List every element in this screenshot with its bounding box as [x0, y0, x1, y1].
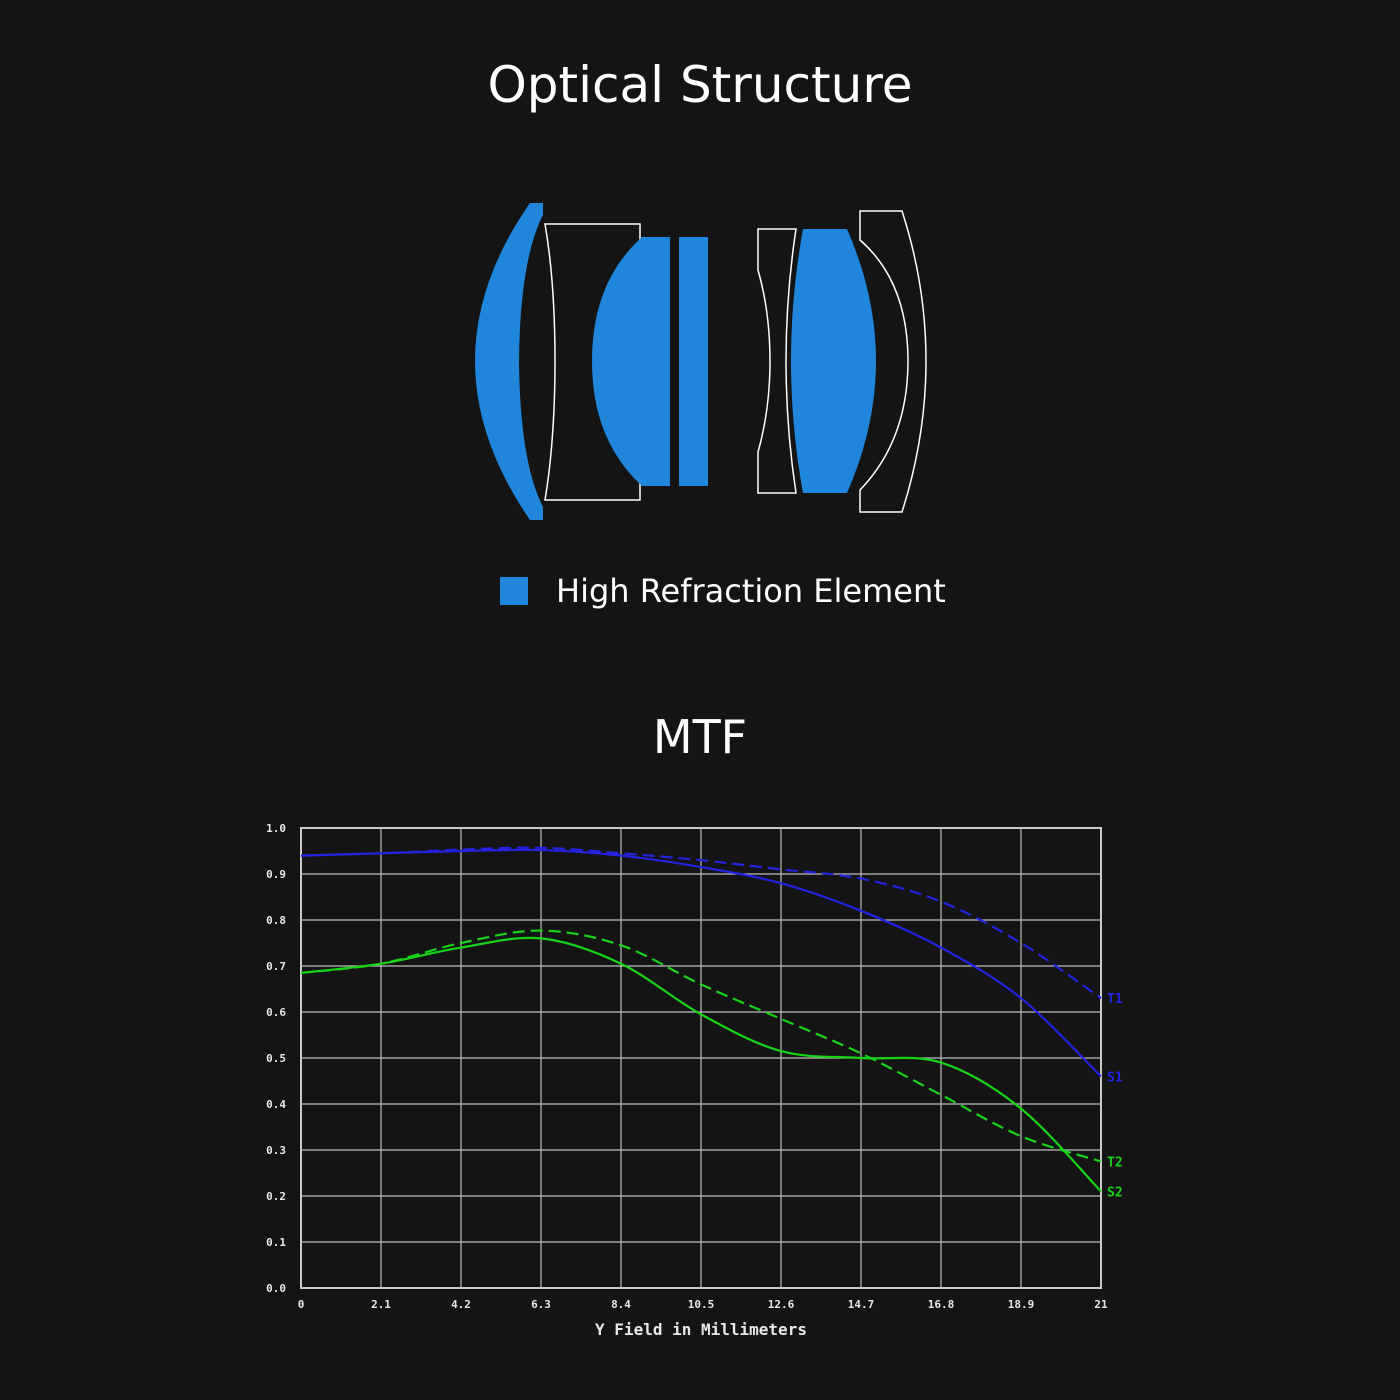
- lens-element-5: [757, 228, 797, 494]
- x-tick-label: 18.9: [1008, 1298, 1035, 1311]
- x-tick-label: 4.2: [451, 1298, 471, 1311]
- series-label-t2: T2: [1107, 1156, 1123, 1171]
- optical-structure-title: Optical Structure: [487, 56, 913, 114]
- x-axis-label: Y Field in Millimeters: [595, 1320, 807, 1339]
- lens-element-2: [544, 223, 641, 501]
- x-tick-label: 6.3: [531, 1298, 551, 1311]
- lens-element-4: [679, 237, 708, 486]
- y-tick-label: 0.7: [266, 960, 286, 973]
- y-tick-label: 0.1: [266, 1236, 286, 1249]
- chart-grid: [300, 827, 1102, 1289]
- series-line-t1: [300, 846, 1102, 1000]
- x-tick-label: 10.5: [688, 1298, 715, 1311]
- chart-series: [300, 846, 1102, 1193]
- high-refraction-swatch: [500, 577, 528, 605]
- y-tick-label: 0.4: [266, 1098, 286, 1111]
- y-tick-label: 0.3: [266, 1144, 286, 1157]
- x-tick-label: 14.7: [848, 1298, 875, 1311]
- x-tick-label: 16.8: [928, 1298, 955, 1311]
- lens-element-1-inner-curve: [519, 215, 543, 507]
- chart-ticks: 0 2.1 4.2 6.3 8.4 10.5 12.6 14.7 16.8 18.9 21 0.0 0.…: [266, 822, 1108, 1311]
- chart-series-labels: T1 S1 T2 S2: [1107, 992, 1123, 1200]
- legend-label: High Refraction Element: [556, 572, 946, 610]
- series-line-t2: [300, 929, 1102, 1163]
- series-label-s1: S1: [1107, 1070, 1123, 1085]
- series-label-s2: S2: [1107, 1185, 1123, 1200]
- series-line-s1: [300, 848, 1102, 1078]
- lens-diagram: [475, 203, 927, 520]
- lens-element-6: [791, 229, 876, 493]
- y-tick-label: 0.2: [266, 1190, 286, 1203]
- y-tick-label: 1.0: [266, 822, 286, 835]
- x-tick-label: 0: [298, 1298, 305, 1311]
- y-tick-label: 0.0: [266, 1282, 286, 1295]
- x-tick-label: 12.6: [768, 1298, 795, 1311]
- y-tick-label: 0.9: [266, 868, 286, 881]
- mtf-title: MTF: [652, 710, 748, 764]
- y-tick-label: 0.5: [266, 1052, 286, 1065]
- x-tick-label: 21: [1094, 1298, 1108, 1311]
- lens-element-3: [592, 237, 670, 486]
- y-tick-label: 0.6: [266, 1006, 286, 1019]
- x-tick-label: 8.4: [611, 1298, 631, 1311]
- lens-element-7: [859, 210, 927, 513]
- legend: High Refraction Element: [500, 570, 946, 612]
- series-line-s2: [300, 936, 1102, 1193]
- y-tick-label: 0.8: [266, 914, 286, 927]
- series-label-t1: T1: [1107, 992, 1123, 1007]
- x-tick-label: 2.1: [371, 1298, 391, 1311]
